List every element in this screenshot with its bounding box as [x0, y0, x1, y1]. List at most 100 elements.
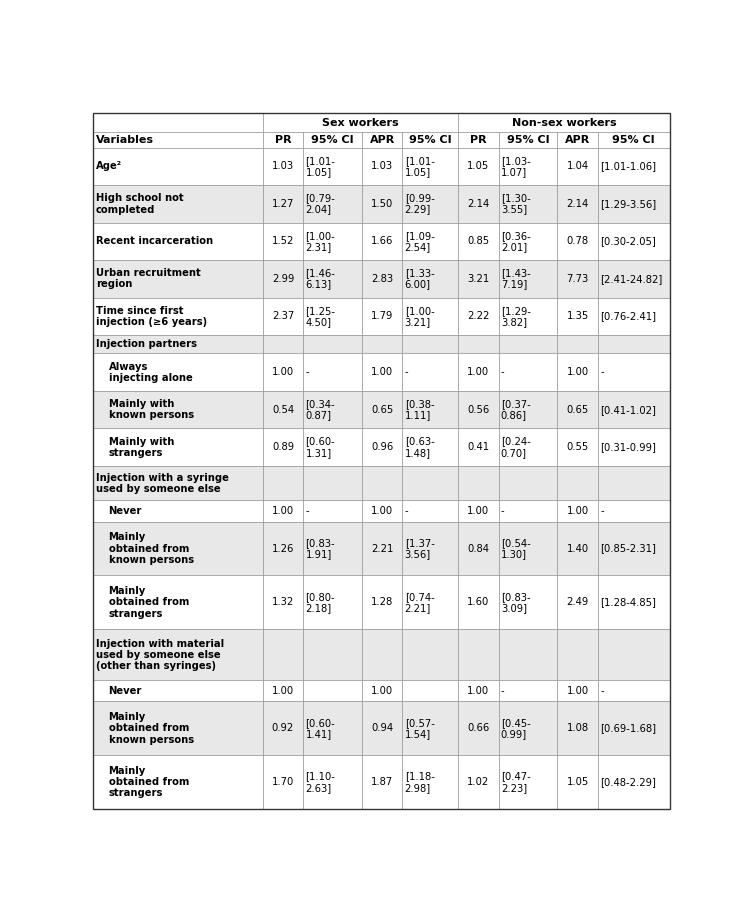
Bar — [93, 629, 263, 680]
Bar — [362, 521, 403, 575]
Text: [1.18-
2.98]: [1.18- 2.98] — [405, 771, 434, 792]
Bar — [303, 298, 362, 335]
Bar — [458, 629, 498, 680]
Bar — [93, 500, 263, 521]
Text: Variables: Variables — [96, 135, 154, 145]
Bar — [458, 680, 498, 701]
Text: [0.57-
1.54]: [0.57- 1.54] — [405, 718, 434, 739]
Text: [0.48-2.29]: [0.48-2.29] — [600, 777, 656, 787]
Text: [0.34-
0.87]: [0.34- 0.87] — [306, 399, 335, 420]
Text: 1.00: 1.00 — [567, 367, 589, 377]
Bar — [362, 391, 403, 428]
Bar — [598, 575, 670, 629]
Bar — [303, 755, 362, 809]
Bar — [557, 701, 598, 755]
Text: -: - — [306, 367, 309, 377]
Bar — [303, 148, 362, 185]
Bar — [362, 680, 403, 701]
Text: -: - — [600, 686, 604, 696]
Bar — [498, 500, 557, 521]
Bar — [303, 223, 362, 260]
Bar — [303, 466, 362, 500]
Text: 1.00: 1.00 — [467, 686, 490, 696]
Bar — [362, 575, 403, 629]
Text: 1.87: 1.87 — [371, 777, 394, 787]
Text: Mainly
obtained from
known persons: Mainly obtained from known persons — [109, 532, 193, 565]
Text: 0.85: 0.85 — [467, 236, 490, 247]
Text: Mainly with
strangers: Mainly with strangers — [109, 436, 174, 457]
Text: 0.65: 0.65 — [371, 404, 394, 415]
Text: [0.47-
2.23]: [0.47- 2.23] — [501, 771, 530, 792]
Text: [1.33-
6.00]: [1.33- 6.00] — [405, 268, 434, 289]
Text: 2.21: 2.21 — [371, 543, 394, 553]
Bar — [403, 701, 458, 755]
Text: Never: Never — [109, 686, 142, 696]
Bar — [93, 428, 263, 466]
Text: [1.43-
7.19]: [1.43- 7.19] — [501, 268, 530, 289]
Text: [1.10-
2.63]: [1.10- 2.63] — [306, 771, 336, 792]
Bar — [362, 148, 403, 185]
Text: 95% CI: 95% CI — [507, 135, 549, 145]
Bar — [263, 755, 303, 809]
Text: 0.78: 0.78 — [567, 236, 589, 247]
Text: 1.04: 1.04 — [567, 162, 589, 172]
Text: -: - — [600, 367, 604, 377]
Bar — [403, 466, 458, 500]
Bar — [263, 521, 303, 575]
Bar — [498, 185, 557, 223]
Bar — [362, 185, 403, 223]
Bar — [362, 223, 403, 260]
Bar — [498, 629, 557, 680]
Text: High school not
completed: High school not completed — [96, 194, 184, 215]
Bar — [263, 575, 303, 629]
Bar — [557, 428, 598, 466]
Bar — [303, 353, 362, 391]
Text: [0.30-2.05]: [0.30-2.05] — [600, 236, 656, 247]
Bar — [93, 353, 263, 391]
Bar — [303, 701, 362, 755]
Bar — [458, 391, 498, 428]
Bar — [303, 185, 362, 223]
Text: 1.70: 1.70 — [272, 777, 294, 787]
Bar — [557, 223, 598, 260]
Bar — [557, 680, 598, 701]
Bar — [598, 223, 670, 260]
Text: [0.83-
3.09]: [0.83- 3.09] — [501, 592, 530, 613]
Bar — [362, 353, 403, 391]
Text: [1.29-
3.82]: [1.29- 3.82] — [501, 306, 531, 327]
Bar — [93, 575, 263, 629]
Text: 1.03: 1.03 — [371, 162, 394, 172]
Text: 1.00: 1.00 — [272, 367, 294, 377]
Bar — [458, 185, 498, 223]
Bar — [303, 680, 362, 701]
Bar — [458, 223, 498, 260]
Text: [1.09-
2.54]: [1.09- 2.54] — [405, 231, 434, 252]
Text: [0.63-
1.48]: [0.63- 1.48] — [405, 436, 434, 457]
Bar — [362, 466, 403, 500]
Bar — [403, 575, 458, 629]
Bar — [263, 353, 303, 391]
Bar — [303, 500, 362, 521]
Text: Mainly
obtained from
known persons: Mainly obtained from known persons — [109, 712, 193, 744]
Bar — [498, 466, 557, 500]
Bar — [598, 353, 670, 391]
Text: [1.46-
6.13]: [1.46- 6.13] — [306, 268, 336, 289]
Bar — [498, 680, 557, 701]
Text: 1.05: 1.05 — [566, 777, 589, 787]
Bar — [598, 428, 670, 466]
Bar — [403, 680, 458, 701]
Bar — [263, 701, 303, 755]
Text: 1.00: 1.00 — [272, 686, 294, 696]
Bar — [498, 575, 557, 629]
Bar — [263, 223, 303, 260]
Text: [1.29-3.56]: [1.29-3.56] — [600, 199, 656, 209]
Bar — [303, 132, 362, 148]
Text: [2.41-24.82]: [2.41-24.82] — [600, 274, 662, 284]
Bar — [557, 353, 598, 391]
Text: Recent incarceration: Recent incarceration — [96, 236, 213, 247]
Text: -: - — [501, 686, 504, 696]
Bar — [598, 260, 670, 298]
Bar — [458, 298, 498, 335]
Bar — [263, 466, 303, 500]
Bar — [498, 148, 557, 185]
